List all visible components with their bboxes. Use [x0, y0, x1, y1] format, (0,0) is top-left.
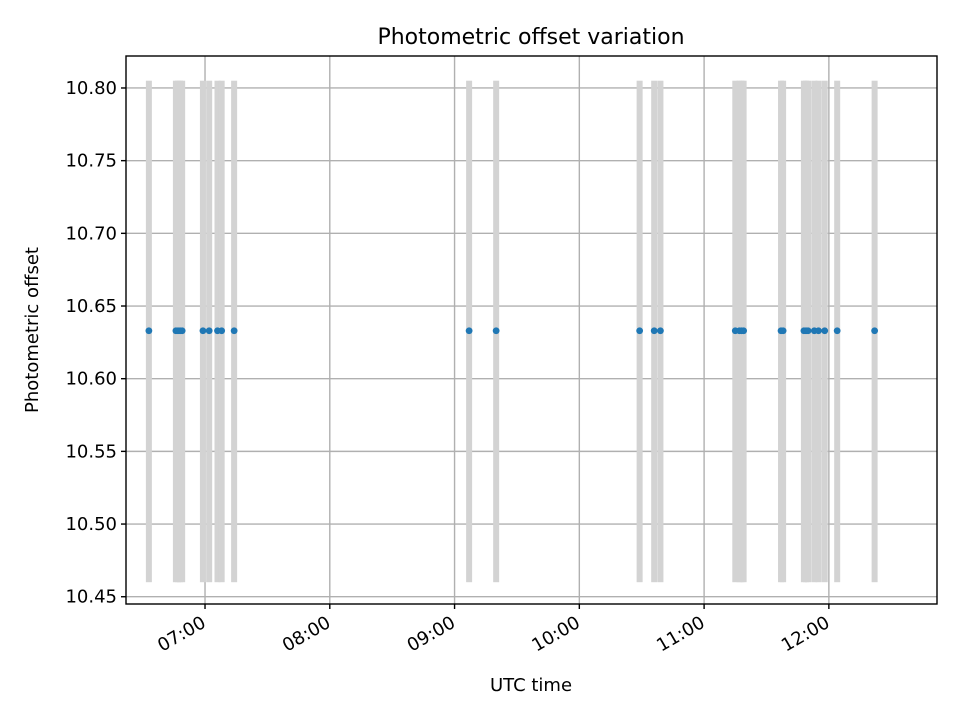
data-point [657, 327, 664, 335]
data-point [650, 327, 658, 335]
data-point [178, 327, 186, 335]
y-tick-label: 10.70 [65, 223, 117, 244]
data-point [465, 327, 473, 335]
data-point [871, 327, 879, 335]
y-axis-label: Photometric offset [22, 247, 43, 413]
data-point [636, 327, 644, 335]
chart-title: Photometric offset variation [377, 25, 684, 50]
data-point [815, 327, 822, 335]
data-point [230, 327, 238, 335]
data-point [199, 327, 207, 335]
data-point [821, 327, 829, 335]
y-tick-label: 10.80 [65, 78, 117, 99]
y-tick-label: 10.65 [65, 296, 117, 317]
data-point [145, 327, 153, 335]
axes-frame [125, 55, 938, 605]
data-point [740, 327, 748, 335]
y-tick-label: 10.55 [65, 441, 117, 462]
data-point [218, 327, 226, 335]
y-tick-label: 10.45 [65, 587, 117, 608]
y-tick-label: 10.50 [65, 514, 117, 535]
data-point [205, 327, 213, 335]
y-axis-ticks: 10.45 10.50 10.55 10.60 10.65 10.70 10.75 10.80 [65, 78, 126, 608]
y-tick-label: 10.60 [65, 369, 117, 390]
data-point [492, 327, 500, 335]
data-point [804, 327, 812, 335]
data-point [833, 327, 841, 335]
data-points [145, 327, 879, 335]
data-point [779, 327, 787, 335]
x-axis-label: UTC time [490, 675, 572, 696]
y-tick-label: 10.75 [65, 151, 117, 172]
